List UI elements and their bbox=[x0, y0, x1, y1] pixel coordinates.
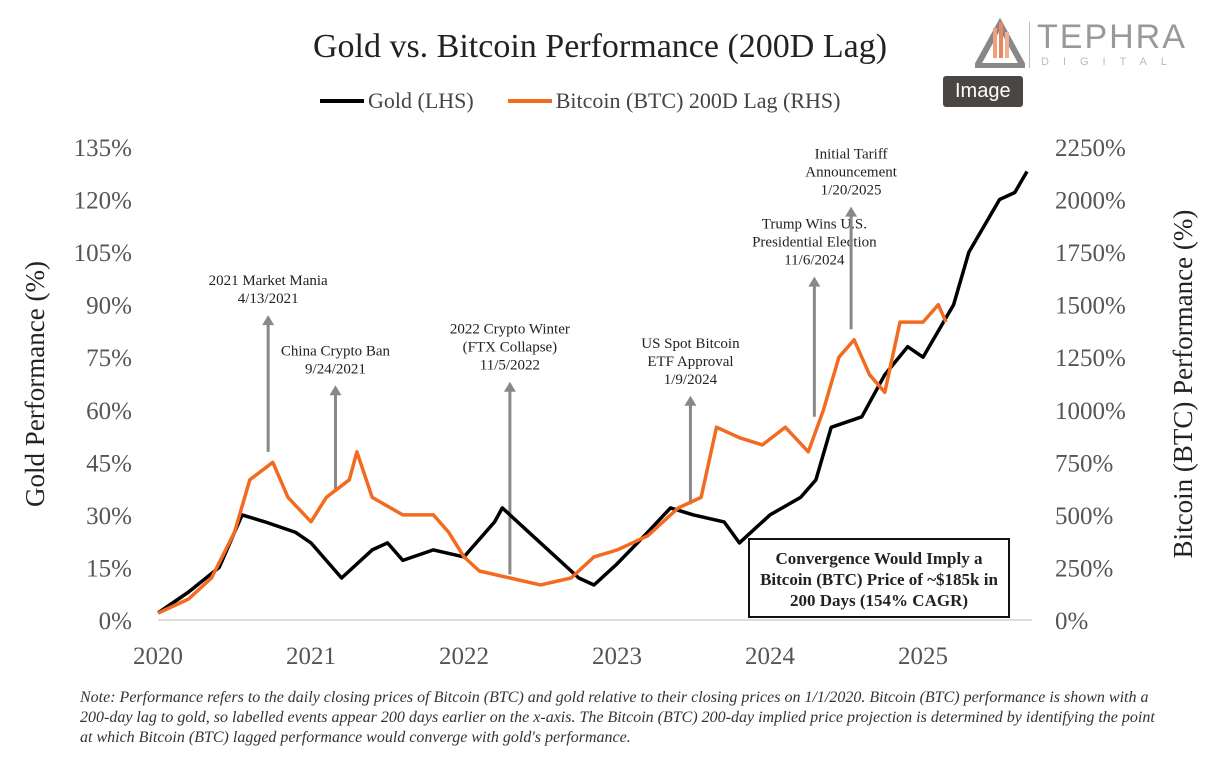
legend-swatch-gold bbox=[320, 99, 364, 103]
annotation-arrowhead-icon bbox=[808, 276, 821, 287]
annotation-label: 2022 Crypto Winter bbox=[450, 322, 570, 338]
chart-title: Gold vs. Bitcoin Performance (200D Lag) bbox=[312, 28, 888, 65]
annotation-label: US Spot Bitcoin bbox=[641, 336, 740, 352]
y-tick-label: 135% bbox=[74, 135, 132, 162]
annotation-label: Announcement bbox=[805, 165, 897, 181]
x-tick-label: 2022 bbox=[439, 643, 489, 670]
annotation-arrowhead-icon bbox=[262, 315, 275, 326]
convergence-callout: Convergence Would Imply a Bitcoin (BTC) … bbox=[748, 538, 1010, 618]
y-tick-label: 120% bbox=[74, 188, 132, 215]
y2-tick-label: 250% bbox=[1055, 555, 1113, 582]
x-tick-label: 2025 bbox=[898, 643, 948, 670]
y2-tick-label: 2000% bbox=[1055, 188, 1126, 215]
tephra-logo: TEPHRA DIGITAL bbox=[971, 17, 1195, 70]
annotation-label: ETF Approval bbox=[647, 354, 733, 370]
annotation-label: 1/9/2024 bbox=[664, 372, 718, 388]
y-tick-label: 45% bbox=[86, 450, 132, 477]
y2-tick-label: 1750% bbox=[1055, 240, 1126, 267]
logo-mark-icon bbox=[971, 17, 1029, 69]
gold-series-line bbox=[157, 170, 1029, 615]
annotation-arrowhead-icon bbox=[845, 206, 858, 217]
annotation-label: Presidential Election bbox=[752, 235, 877, 251]
y-tick-label: 90% bbox=[86, 293, 132, 320]
annotation-label: Trump Wins U.S. bbox=[762, 217, 867, 233]
chart-plot: 0% 15% 30% 45% 60% 75% 90% 105% 120% 135% 0% 250% 50… bbox=[20, 135, 1198, 670]
annotation-arrowhead-icon bbox=[503, 381, 516, 392]
annotation-label: (FTX Collapse) bbox=[463, 340, 558, 356]
y2-tick-label: 2250% bbox=[1055, 135, 1126, 162]
y-tick-label: 105% bbox=[74, 240, 132, 267]
legend-item-gold: Gold (LHS) bbox=[320, 88, 474, 114]
y-axis-label: Gold Performance (%) bbox=[20, 261, 50, 507]
x-tick-label: 2021 bbox=[286, 643, 336, 670]
footnote: Note: Performance refers to the daily cl… bbox=[80, 689, 1155, 746]
legend-label-gold: Gold (LHS) bbox=[368, 88, 474, 113]
y-tick-label: 0% bbox=[99, 608, 132, 635]
y-tick-label: 60% bbox=[86, 398, 132, 425]
y2-tick-label: 1000% bbox=[1055, 398, 1126, 425]
y-tick-label: 75% bbox=[86, 345, 132, 372]
btc-series-line bbox=[157, 302, 948, 615]
legend-item-btc: Bitcoin (BTC) 200D Lag (RHS) bbox=[507, 88, 841, 114]
annotation-arrowhead-icon bbox=[684, 395, 697, 406]
y-tick-label: 30% bbox=[86, 503, 132, 530]
y-tick-label: 15% bbox=[86, 555, 132, 582]
x-tick-label: 2023 bbox=[592, 643, 642, 670]
y2-tick-label: 1250% bbox=[1055, 345, 1126, 372]
annotation-label: 1/20/2025 bbox=[821, 183, 882, 199]
annotation-label: 4/13/2021 bbox=[238, 291, 299, 307]
y2-tick-label: 0% bbox=[1055, 608, 1088, 635]
logo-subtext: DIGITAL bbox=[1041, 56, 1181, 68]
y2-axis-label: Bitcoin (BTC) Performance (%) bbox=[1168, 210, 1198, 559]
x-tick-label: 2020 bbox=[133, 643, 183, 670]
legend: Gold (LHS) Bitcoin (BTC) 200D Lag (RHS) bbox=[320, 88, 840, 114]
x-tick-label: 2024 bbox=[745, 643, 796, 670]
y2-tick-label: 500% bbox=[1055, 503, 1113, 530]
logo-text: TEPHRA bbox=[1037, 18, 1187, 56]
legend-swatch-btc bbox=[507, 99, 552, 103]
legend-label-btc: Bitcoin (BTC) 200D Lag (RHS) bbox=[555, 88, 841, 113]
annotation-label: 2021 Market Mania bbox=[209, 273, 328, 289]
annotation-label: China Crypto Ban bbox=[281, 343, 391, 359]
annotation-arrowhead-icon bbox=[329, 385, 342, 396]
annotation-label: Initial Tariff bbox=[815, 147, 888, 163]
y2-tick-label: 750% bbox=[1055, 450, 1113, 477]
y2-tick-label: 1500% bbox=[1055, 293, 1126, 320]
annotation-label: 9/24/2021 bbox=[305, 361, 366, 377]
image-tooltip: Image bbox=[943, 76, 1023, 107]
annotation-label: 11/6/2024 bbox=[784, 253, 845, 269]
annotation-label: 11/5/2022 bbox=[480, 358, 540, 374]
